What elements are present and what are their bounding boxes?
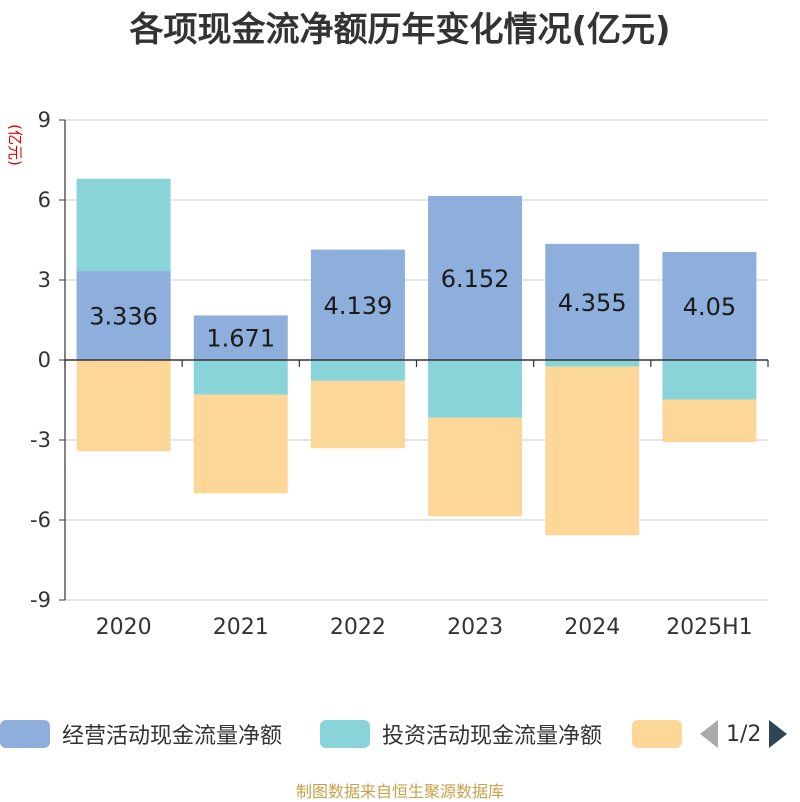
bar-segment-2 [76,178,171,272]
legend-item-operating[interactable]: 经营活动现金流量净额 [0,714,282,754]
data-label: 4.355 [558,289,627,317]
bar-segment-2 [310,360,405,381]
bar-segment-1 [662,252,757,360]
bar-segment-3 [428,417,523,517]
x-tick-label: 2021 [213,615,269,640]
data-label: 1.671 [206,325,275,353]
y-tick-label: -3 [30,428,51,452]
y-tick-label: -9 [30,588,51,612]
legend-swatch-third [632,720,682,748]
bar-segment-1 [545,243,640,360]
bar-segment-2 [662,360,757,400]
legend-swatch-operating [0,720,50,748]
legend-next-page-icon[interactable] [769,720,788,748]
data-label: 4.139 [324,292,393,320]
legend-swatch-investing [320,720,370,748]
y-axis-label: (亿元) [6,124,24,166]
legend: 经营活动现金流量净额 投资活动现金流量净额 1/2 [0,714,800,754]
y-tick-label: 0 [38,348,51,372]
legend-prev-page-icon[interactable] [700,720,718,748]
legend-item-investing[interactable]: 投资活动现金流量净额 [320,714,602,754]
y-tick-label: -6 [30,508,51,532]
x-tick-label: 2025H1 [666,615,753,640]
legend-item-third[interactable] [632,714,694,754]
bar-segment-2 [193,360,288,395]
bar-segment-2 [545,360,640,367]
data-label: 6.152 [441,265,510,293]
bar-segment-3 [193,394,288,494]
bar-segment-1 [310,249,405,360]
bar-segment-3 [545,366,640,536]
y-tick-label: 9 [38,108,51,132]
source-note: 制图数据来自恒生聚源数据库 [295,782,504,801]
x-tick-label: 2024 [564,615,620,640]
x-tick-label: 2020 [96,615,152,640]
data-label: 4.05 [683,293,736,321]
bar-segment-2 [428,360,523,418]
data-label: 3.336 [89,303,158,331]
legend-label-investing: 投资活动现金流量净额 [382,724,603,749]
y-tick-label: 6 [38,188,51,212]
bar-segment-3 [310,380,405,449]
legend-page-indicator: 1/2 [726,721,762,747]
legend-label-operating: 经营活动现金流量净额 [62,724,283,749]
legend-pager: 1/2 [700,714,788,754]
bar-segment-1 [76,271,171,360]
bar-segment-1 [193,315,288,360]
x-tick-label: 2023 [447,615,503,640]
x-tick-label: 2022 [330,615,386,640]
chart-title: 各项现金流净额历年变化情况(亿元) [129,10,671,50]
bar-segment-1 [428,195,523,360]
bar-segment-3 [662,399,757,443]
y-tick-label: 3 [38,268,51,292]
chart-plot: 9 6 3 0 -3 -6 -9 (亿元) 3.336 1.671 4.139 6.152 4.355 4… [6,108,769,640]
bar-segment-3 [76,360,171,452]
